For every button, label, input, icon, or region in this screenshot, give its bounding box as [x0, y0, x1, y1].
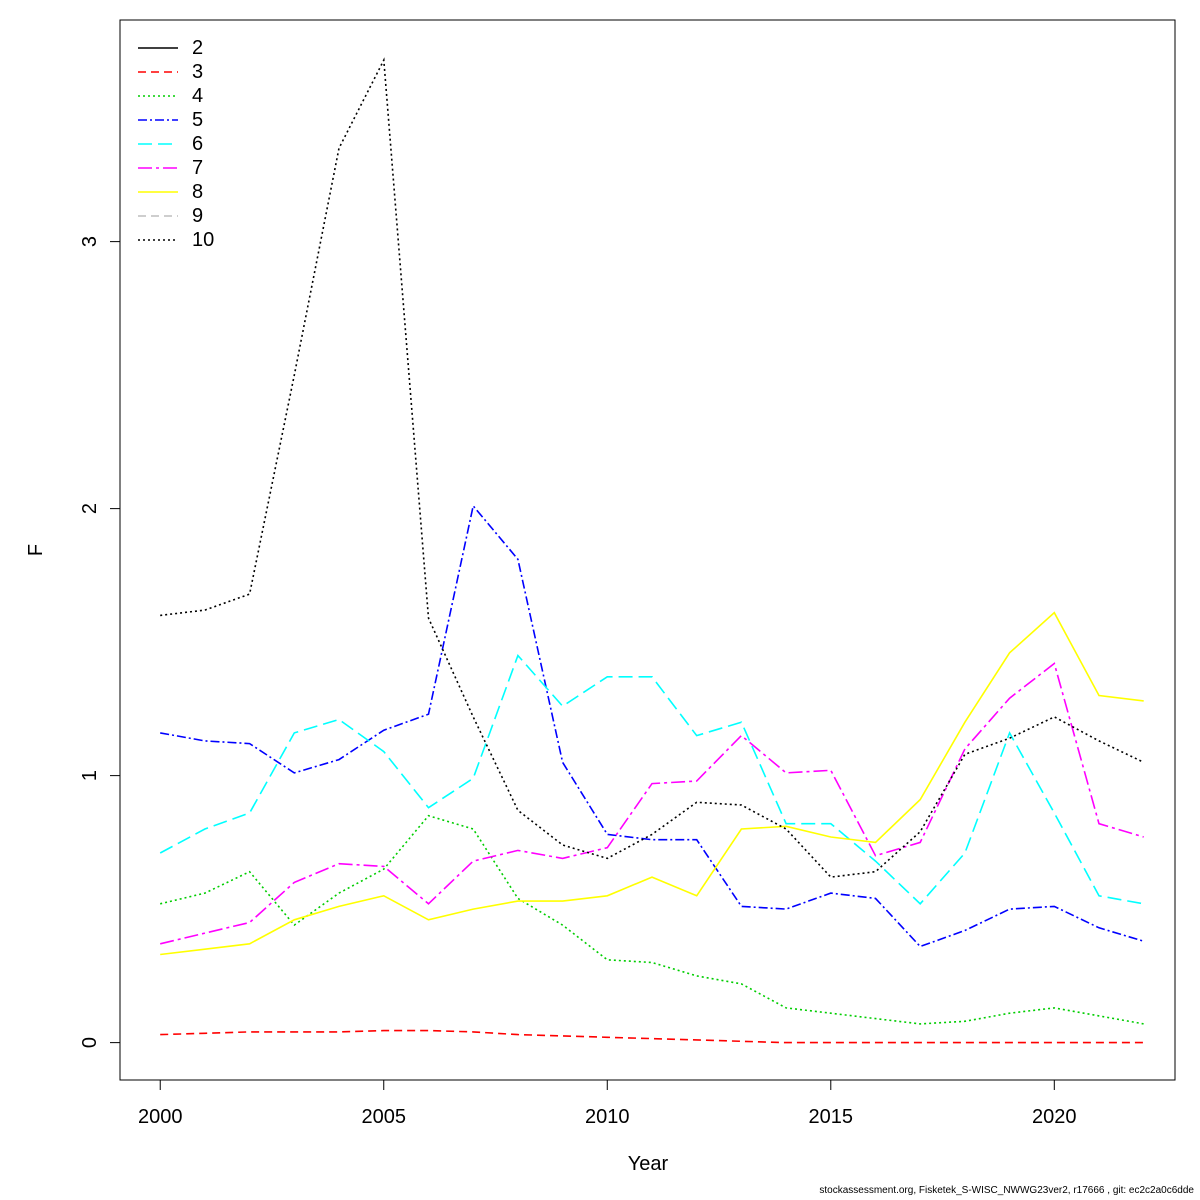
series-lines	[159, 57, 1145, 1044]
legend-label-4: 4	[192, 85, 203, 107]
series-line-6	[159, 653, 1144, 905]
legend-label-8: 8	[192, 181, 203, 203]
legend-label-2: 2	[192, 37, 203, 59]
x-tick-label: 2005	[362, 1106, 407, 1128]
legend-label-6: 6	[192, 133, 203, 155]
x-axis: 2000 2005 2010 2015 2020	[138, 1079, 1077, 1128]
legend-label-10: 10	[192, 229, 214, 251]
series-line-4	[160, 814, 1144, 1025]
x-tick-label: 2010	[585, 1106, 630, 1128]
footer-credit: stockassessment.org, Fisketek_S-WISC_NWW…	[819, 1185, 1194, 1196]
x-tick-label: 2015	[809, 1106, 854, 1128]
x-axis-title: Year	[628, 1153, 669, 1175]
series-line-8	[160, 611, 1144, 956]
y-axis-title: F	[25, 544, 47, 556]
legend-label-5: 5	[192, 109, 203, 131]
series-line-5	[160, 504, 1144, 948]
plot-frame	[119, 19, 1176, 1081]
y-tick-label: 1	[79, 770, 101, 781]
legend-label-3: 3	[192, 61, 203, 83]
series-line-7	[160, 662, 1144, 945]
y-tick-label: 2	[79, 503, 101, 514]
y-axis: 0 1 2 3	[79, 236, 121, 1048]
series-line-3	[160, 1029, 1144, 1044]
y-tick-label: 0	[79, 1037, 101, 1048]
x-tick-label: 2020	[1032, 1106, 1077, 1128]
x-tick-label: 2000	[138, 1106, 183, 1128]
legend-label-7: 7	[192, 157, 203, 179]
series-line-10	[160, 57, 1145, 878]
legend-label-9: 9	[192, 205, 203, 227]
y-tick-label: 3	[79, 236, 101, 247]
